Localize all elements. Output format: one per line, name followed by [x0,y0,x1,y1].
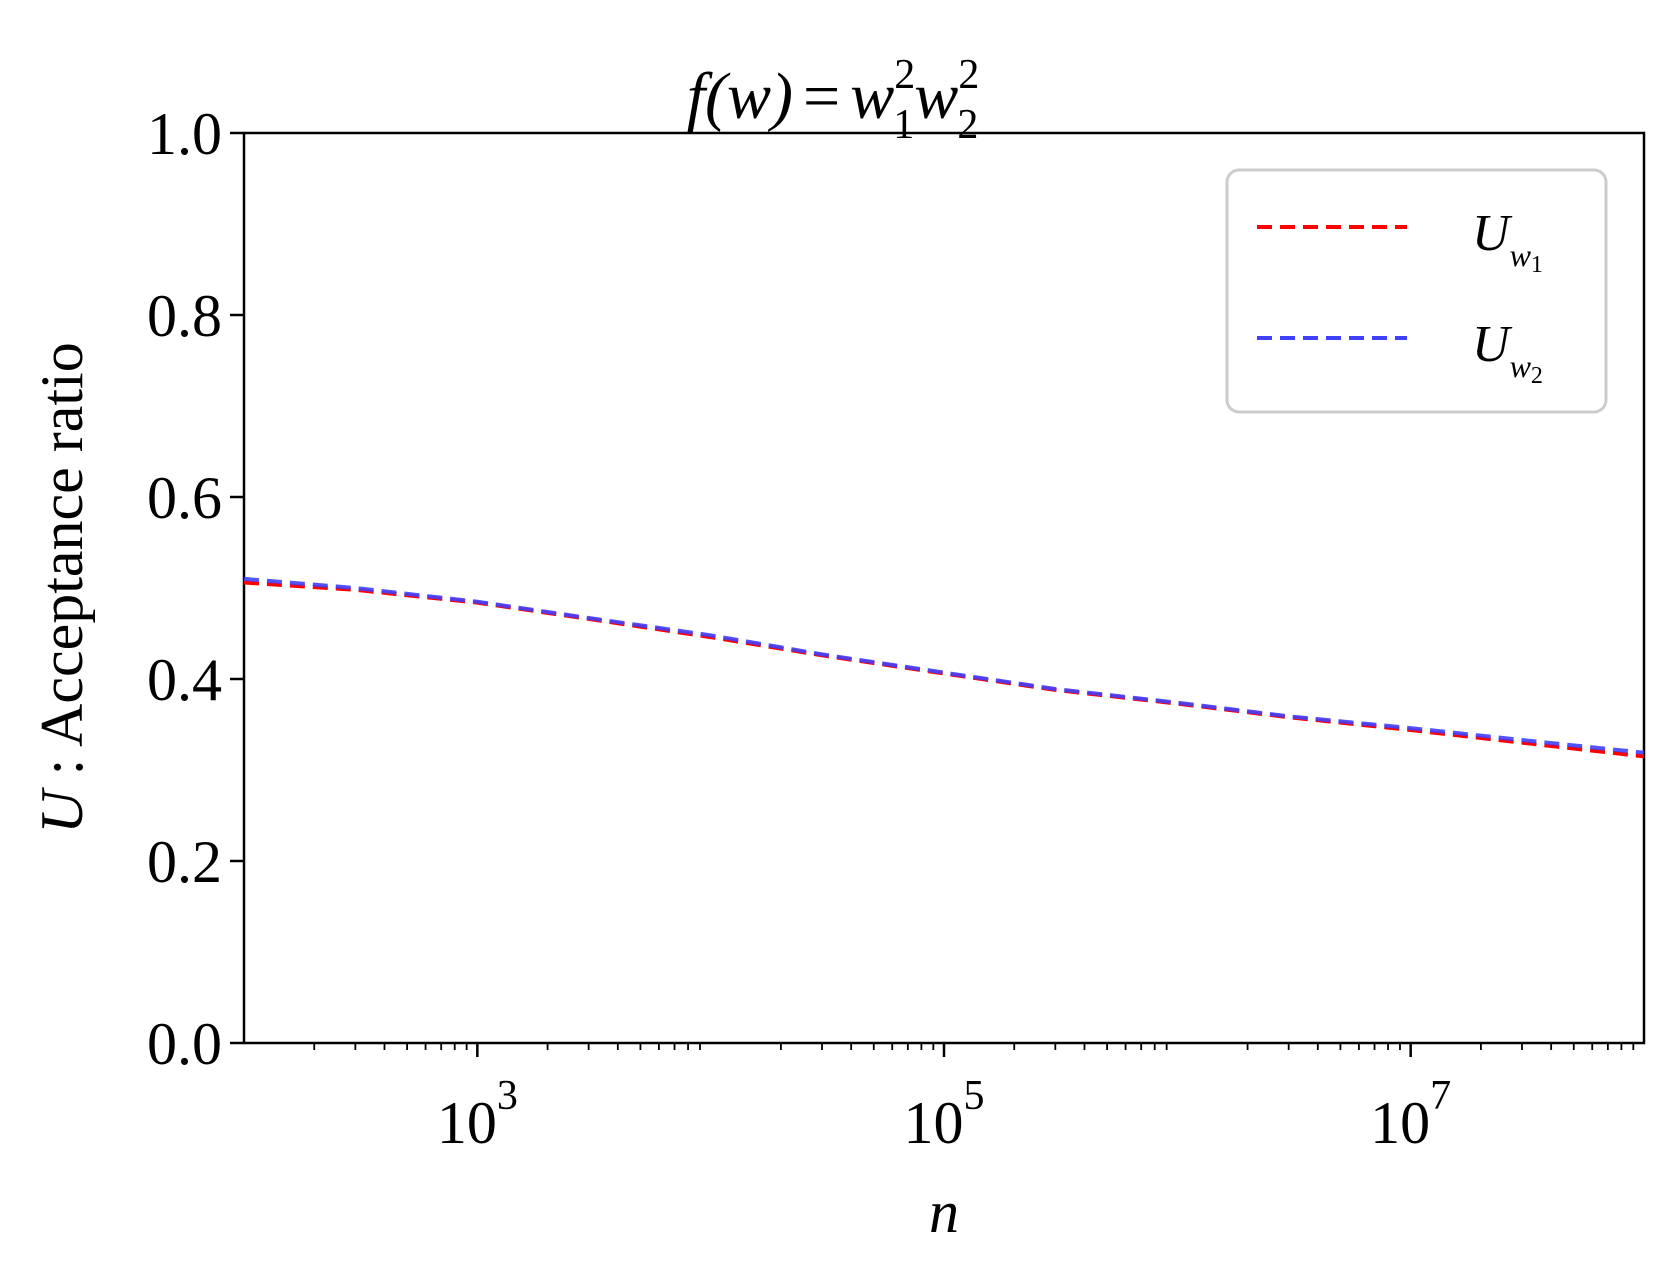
y-axis-title-var: U [29,787,95,834]
series-line-u-w2 [243,576,1645,755]
title-sup-1: 2 [894,52,915,98]
y-tick-label: 0.4 [147,647,222,713]
chart-title: f(w) = w2 1w2 2 [687,52,980,148]
x-tick-exp: 3 [497,1073,518,1119]
x-tick-base: 10 [1370,1090,1430,1156]
x-tick-base: 10 [904,1090,964,1156]
x-tick-exp: 5 [964,1073,985,1119]
x-tick-label: 107 [1370,1073,1451,1156]
y-tick-label: 0.8 [147,283,222,349]
y-tick-label: 0.2 [147,829,222,895]
legend-u-w1-base: U [1472,205,1513,262]
y-tick-label: 1.0 [147,101,222,167]
x-tick-base: 10 [437,1090,497,1156]
legend-u-w2-index: 2 [1531,363,1543,389]
legend: Uw1 Uw2 [1225,168,1608,414]
y-tick-label: 0.0 [147,1011,222,1077]
legend-label-u-w2: Uw2 [1472,316,1543,389]
legend-label-u-w1: Uw1 [1472,205,1543,278]
title-base-1: w [850,60,894,133]
title-function: f(w) [687,60,793,133]
y-axis-title: U : Acceptance ratio [29,342,95,833]
x-tick-label: 103 [437,1073,518,1156]
x-tick-exp: 7 [1430,1073,1451,1119]
legend-box [1225,168,1608,414]
y-axis: 0.0 0.2 0.4 0.6 0.8 1.0 [147,101,244,1077]
x-tick-label: 105 [904,1073,985,1156]
title-sub-2: 2 [957,102,978,148]
x-axis-title: n [929,1179,959,1245]
legend-u-w1-index: 1 [1531,252,1543,278]
series-group [243,576,1645,759]
title-sup-2: 2 [958,52,979,98]
x-axis: 103 105 107 [313,1043,1635,1156]
y-tick-label: 0.6 [147,465,222,531]
legend-u-w2-base: U [1472,316,1513,373]
title-base-2: w [914,60,958,133]
legend-u-w2-sub: w [1510,348,1532,384]
legend-u-w1-sub: w [1510,237,1532,273]
title-sub-1: 1 [893,102,914,148]
title-equals: = [803,60,840,133]
y-axis-title-text: : Acceptance ratio [29,342,95,790]
